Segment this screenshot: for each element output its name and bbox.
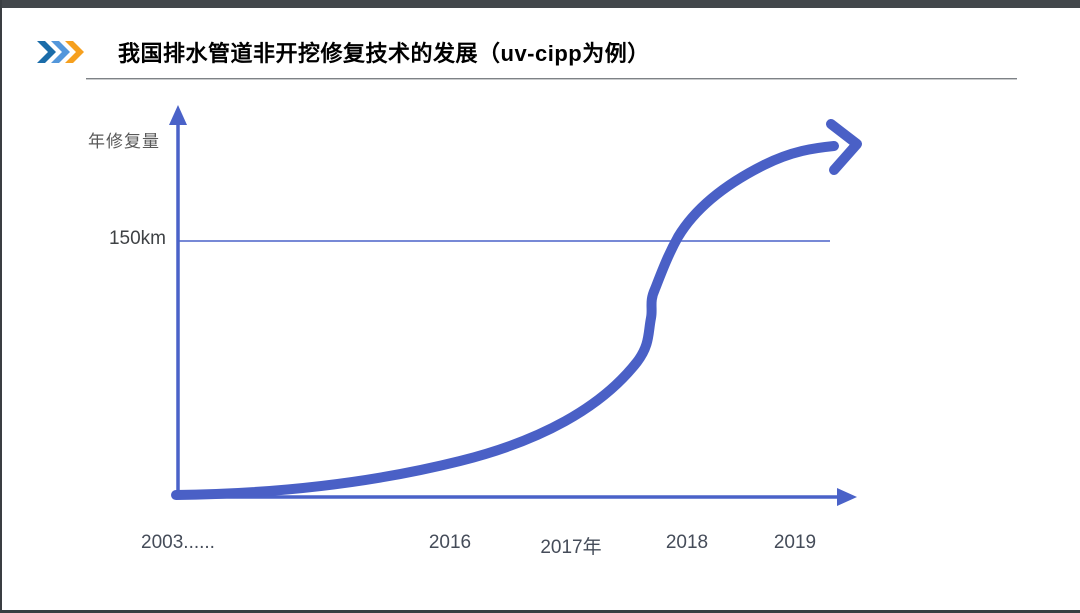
chevron-2	[51, 41, 70, 63]
reference-line-label: 150km	[108, 228, 166, 249]
bottom-border-bar	[0, 610, 1080, 613]
chevron-3	[65, 41, 84, 63]
growth-curve	[171, 141, 839, 500]
x-tick-2003: 2003......	[141, 532, 215, 553]
title-underline	[86, 78, 1017, 80]
x-axis-arrowhead	[837, 488, 857, 506]
x-tick-2016: 2016	[428, 532, 472, 553]
top-border-bar	[0, 0, 1080, 8]
page-title: 我国排水管道非开挖修复技术的发展（uv-cipp为例）	[118, 41, 650, 66]
left-border-edge	[0, 0, 2, 613]
y-axis-label: 年修复量	[88, 132, 160, 151]
growth-curve-arrowhead	[826, 119, 862, 175]
x-tick-2018: 2018	[665, 532, 709, 553]
triple-chevron-icon	[37, 41, 84, 63]
chevron-1	[37, 41, 56, 63]
x-tick-2017: 2017年	[540, 537, 602, 558]
y-axis-arrowhead	[169, 105, 187, 125]
x-tick-2019: 2019	[773, 532, 817, 553]
